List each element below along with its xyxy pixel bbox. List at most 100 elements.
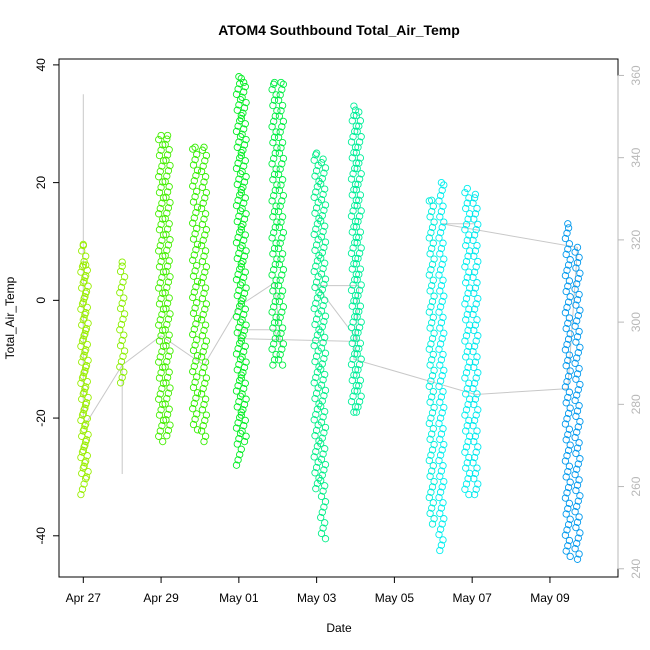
data-point (439, 499, 447, 507)
data-point (472, 263, 480, 271)
data-point (356, 191, 365, 199)
data-point (166, 310, 174, 318)
data-point (564, 446, 573, 455)
data-point (80, 480, 88, 488)
data-point (440, 440, 448, 449)
data-point (462, 204, 470, 213)
data-point (162, 230, 170, 239)
data-point (155, 284, 163, 292)
data-point (571, 470, 579, 479)
data-point (472, 448, 480, 456)
data-point (428, 446, 437, 454)
data-point (240, 125, 248, 133)
data-point (193, 166, 202, 174)
data-point (317, 418, 326, 426)
data-point (463, 236, 471, 244)
data-point (236, 339, 244, 347)
data-point (427, 377, 435, 385)
data-point (234, 307, 242, 316)
data-point (82, 346, 90, 354)
data-point (237, 260, 245, 268)
data-point (469, 273, 477, 282)
data-point (235, 435, 243, 443)
data-point (438, 260, 446, 269)
data-point (317, 513, 325, 522)
data-point (440, 366, 448, 375)
data-point (201, 305, 209, 313)
data-point (426, 213, 434, 221)
data-point (240, 215, 249, 223)
data-point (268, 197, 276, 205)
data-point (270, 303, 278, 311)
data-point (462, 241, 470, 250)
data-point (355, 344, 363, 353)
data-point (312, 485, 320, 493)
data-point (318, 211, 326, 220)
data-point (426, 250, 434, 258)
data-point (463, 199, 471, 207)
data-point (120, 347, 129, 355)
data-point (464, 215, 472, 223)
data-point (472, 226, 480, 234)
point-column (425, 196, 438, 528)
data-point (236, 281, 245, 289)
data-point (82, 362, 91, 370)
data-point (563, 377, 571, 386)
data-point (241, 231, 249, 239)
data-point (83, 340, 91, 349)
data-point (319, 227, 327, 236)
data-point (469, 459, 477, 467)
data-point (350, 297, 358, 305)
data-point (193, 203, 202, 211)
data-point (348, 302, 356, 310)
data-point (156, 279, 164, 287)
data-point (199, 236, 207, 244)
data-point (191, 143, 199, 151)
data-point (317, 328, 325, 336)
data-point (155, 374, 164, 382)
data-point (439, 313, 447, 322)
data-point (78, 469, 86, 478)
data-point (117, 357, 126, 366)
data-point (429, 387, 437, 396)
data-point (312, 410, 320, 419)
data-point (278, 101, 287, 110)
data-point (430, 255, 438, 263)
data-point (236, 392, 245, 400)
data-point (157, 146, 165, 154)
data-point (351, 366, 360, 374)
data-point (232, 201, 241, 210)
data-point (275, 112, 284, 120)
data-point (353, 387, 361, 395)
data-point (163, 410, 172, 419)
data-point (317, 158, 326, 167)
data-point (464, 437, 472, 446)
data-point (357, 207, 365, 215)
data-point (83, 415, 91, 423)
data-point (236, 244, 245, 252)
data-point (562, 287, 570, 296)
data-point (473, 241, 481, 250)
data-point (189, 346, 198, 355)
data-point (437, 541, 446, 549)
data-point (274, 207, 283, 216)
data-point (436, 509, 444, 518)
data-point (317, 529, 326, 538)
data-point (349, 318, 357, 326)
data-point (435, 234, 443, 242)
data-point (573, 317, 581, 325)
data-point (575, 513, 583, 521)
data-point (565, 425, 574, 433)
data-point (271, 112, 279, 120)
data-point (199, 422, 207, 430)
data-point (312, 278, 321, 286)
data-point (163, 188, 172, 196)
data-point (349, 244, 357, 252)
data-point (197, 316, 206, 324)
data-point (163, 357, 171, 366)
data-point (310, 379, 318, 387)
data-point (118, 262, 126, 270)
data-point (562, 473, 570, 481)
data-point (155, 226, 164, 234)
data-point (353, 239, 361, 247)
